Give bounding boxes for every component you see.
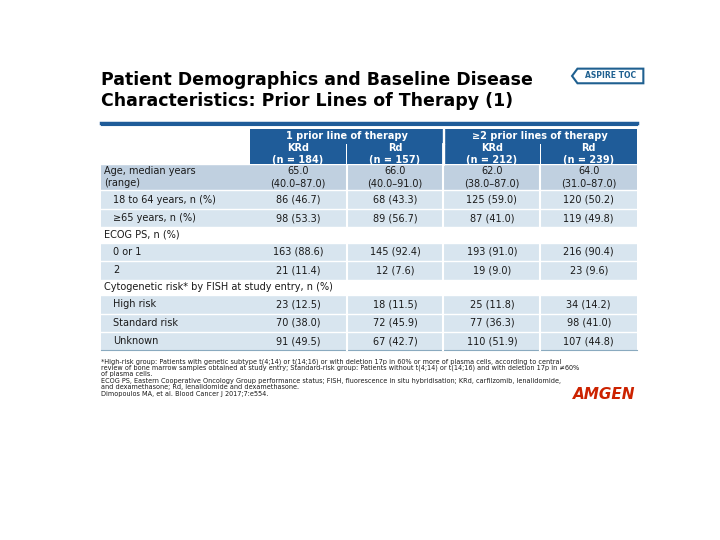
FancyBboxPatch shape xyxy=(101,261,637,280)
Text: 216 (90.4): 216 (90.4) xyxy=(564,247,614,257)
Text: 1 prior line of therapy: 1 prior line of therapy xyxy=(286,131,408,141)
FancyBboxPatch shape xyxy=(250,144,346,164)
Text: 68 (43.3): 68 (43.3) xyxy=(373,194,417,205)
Text: 66.0
(40.0–91.0): 66.0 (40.0–91.0) xyxy=(367,166,423,188)
Text: 89 (56.7): 89 (56.7) xyxy=(373,213,418,223)
FancyBboxPatch shape xyxy=(101,190,637,209)
FancyBboxPatch shape xyxy=(101,332,637,350)
Text: 23 (9.6): 23 (9.6) xyxy=(570,265,608,275)
FancyBboxPatch shape xyxy=(101,242,637,261)
FancyBboxPatch shape xyxy=(541,144,637,164)
Text: 145 (92.4): 145 (92.4) xyxy=(369,247,420,257)
Text: 25 (11.8): 25 (11.8) xyxy=(469,299,514,309)
FancyBboxPatch shape xyxy=(101,227,637,242)
Text: KRd
(n = 212): KRd (n = 212) xyxy=(467,143,518,165)
Text: Rd
(n = 239): Rd (n = 239) xyxy=(563,143,614,165)
Text: Dimopoulos MA, et al. Blood Cancer J 2017;7:e554.: Dimopoulos MA, et al. Blood Cancer J 201… xyxy=(101,391,269,397)
Text: Cytogenetic risk* by FISH at study entry, n (%): Cytogenetic risk* by FISH at study entry… xyxy=(104,282,333,292)
Text: 12 (7.6): 12 (7.6) xyxy=(376,265,414,275)
Text: 72 (45.9): 72 (45.9) xyxy=(372,318,418,328)
Text: 107 (44.8): 107 (44.8) xyxy=(564,336,614,346)
Text: 193 (91.0): 193 (91.0) xyxy=(467,247,517,257)
Text: 19 (9.0): 19 (9.0) xyxy=(473,265,511,275)
Text: of plasma cells.: of plasma cells. xyxy=(101,372,152,377)
Text: 65.0
(40.0–87.0): 65.0 (40.0–87.0) xyxy=(271,166,325,188)
Text: ECOG PS, Eastern Cooperative Oncology Group performance status; FISH, fluorescen: ECOG PS, Eastern Cooperative Oncology Gr… xyxy=(101,378,561,384)
Text: ≥2 prior lines of therapy: ≥2 prior lines of therapy xyxy=(472,131,608,141)
Text: 125 (59.0): 125 (59.0) xyxy=(467,194,517,205)
Text: 86 (46.7): 86 (46.7) xyxy=(276,194,320,205)
Text: 23 (12.5): 23 (12.5) xyxy=(276,299,320,309)
Text: 98 (41.0): 98 (41.0) xyxy=(567,318,611,328)
Polygon shape xyxy=(572,69,644,83)
Text: 2: 2 xyxy=(113,265,120,275)
Text: ASPIRE TOC: ASPIRE TOC xyxy=(585,71,636,80)
FancyBboxPatch shape xyxy=(101,314,637,332)
Text: 64.0
(31.0–87.0): 64.0 (31.0–87.0) xyxy=(561,166,616,188)
Text: ECOG PS, n (%): ECOG PS, n (%) xyxy=(104,230,179,240)
Text: 0 or 1: 0 or 1 xyxy=(113,247,142,257)
Text: 34 (14.2): 34 (14.2) xyxy=(567,299,611,309)
Text: 119 (49.8): 119 (49.8) xyxy=(564,213,614,223)
Text: Age, median years
(range): Age, median years (range) xyxy=(104,166,196,188)
Text: Standard risk: Standard risk xyxy=(113,318,179,328)
FancyBboxPatch shape xyxy=(444,129,637,144)
Text: 21 (11.4): 21 (11.4) xyxy=(276,265,320,275)
Text: 91 (49.5): 91 (49.5) xyxy=(276,336,320,346)
Text: 67 (42.7): 67 (42.7) xyxy=(372,336,418,346)
Text: and dexamethasone; Rd, lenalidomide and dexamethasone.: and dexamethasone; Rd, lenalidomide and … xyxy=(101,384,299,390)
FancyBboxPatch shape xyxy=(101,295,637,314)
Text: Rd
(n = 157): Rd (n = 157) xyxy=(369,143,420,165)
Text: 120 (50.2): 120 (50.2) xyxy=(563,194,614,205)
FancyBboxPatch shape xyxy=(444,144,539,164)
Text: *High-risk group: Patients with genetic subtype t(4;14) or t(14;16) or with dele: *High-risk group: Patients with genetic … xyxy=(101,358,561,365)
Text: 18 to 64 years, n (%): 18 to 64 years, n (%) xyxy=(113,194,216,205)
Text: 62.0
(38.0–87.0): 62.0 (38.0–87.0) xyxy=(464,166,520,188)
FancyBboxPatch shape xyxy=(347,144,443,164)
Text: 77 (36.3): 77 (36.3) xyxy=(469,318,514,328)
Text: 98 (53.3): 98 (53.3) xyxy=(276,213,320,223)
Text: 163 (88.6): 163 (88.6) xyxy=(273,247,323,257)
Text: 110 (51.9): 110 (51.9) xyxy=(467,336,517,346)
FancyBboxPatch shape xyxy=(101,164,637,190)
FancyBboxPatch shape xyxy=(101,209,637,227)
Text: Patient Demographics and Baseline Disease
Characteristics: Prior Lines of Therap: Patient Demographics and Baseline Diseas… xyxy=(101,71,533,111)
Text: ≥65 years, n (%): ≥65 years, n (%) xyxy=(113,213,196,223)
Text: AMGEN: AMGEN xyxy=(573,387,636,402)
FancyBboxPatch shape xyxy=(101,280,637,295)
Text: Unknown: Unknown xyxy=(113,336,158,346)
Text: High risk: High risk xyxy=(113,299,156,309)
Text: KRd
(n = 184): KRd (n = 184) xyxy=(272,143,324,165)
FancyBboxPatch shape xyxy=(250,129,443,144)
Text: review of bone marrow samples obtained at study entry; Standard-risk group: Pati: review of bone marrow samples obtained a… xyxy=(101,364,579,371)
Text: 18 (11.5): 18 (11.5) xyxy=(373,299,417,309)
Text: 70 (38.0): 70 (38.0) xyxy=(276,318,320,328)
Text: 87 (41.0): 87 (41.0) xyxy=(469,213,514,223)
